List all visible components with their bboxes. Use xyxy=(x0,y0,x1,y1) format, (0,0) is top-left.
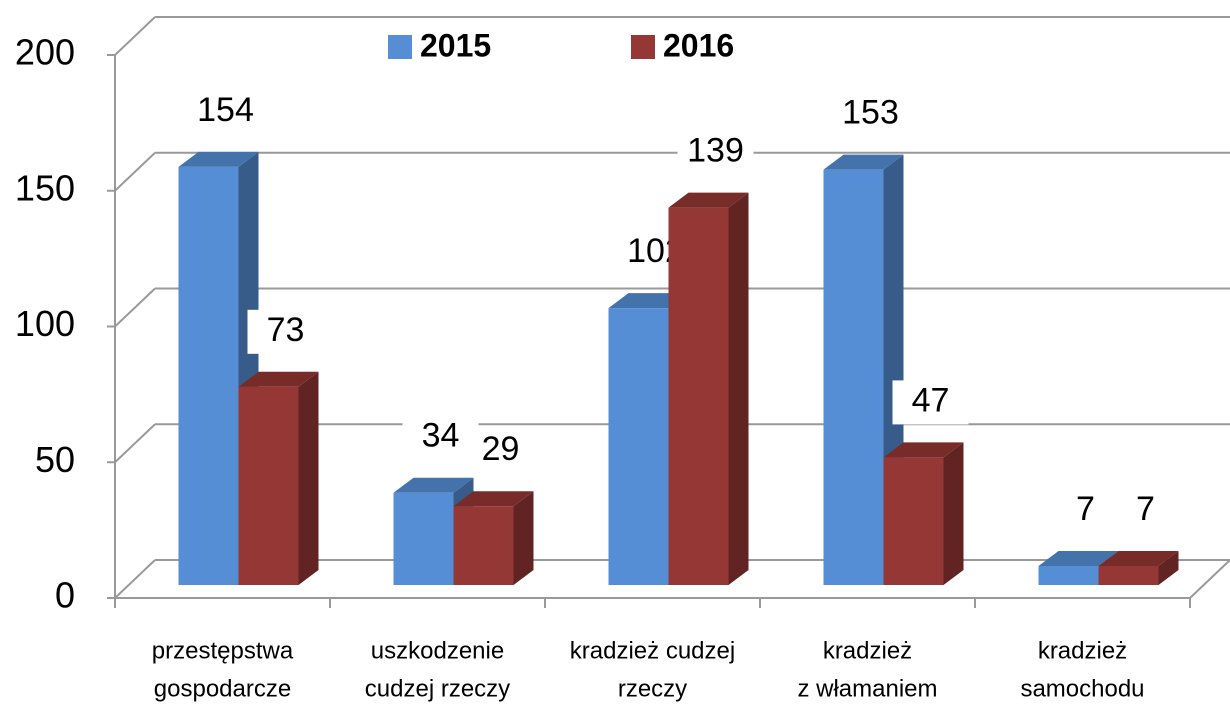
bar xyxy=(883,442,964,585)
x-tick-label: rzeczy xyxy=(618,675,687,702)
bar xyxy=(453,491,534,585)
bar-front xyxy=(1098,565,1159,585)
legend-label: 2016 xyxy=(663,27,734,63)
bar-side xyxy=(943,442,964,585)
bar-top xyxy=(1098,550,1179,566)
grid-line xyxy=(114,16,156,56)
data-label: 34 xyxy=(422,417,460,455)
bar-side xyxy=(1158,550,1179,585)
x-tick-label: z włamaniem xyxy=(797,675,937,702)
data-label: 154 xyxy=(197,91,254,129)
bar-front xyxy=(608,308,669,585)
bar-front xyxy=(1038,565,1099,585)
y-tick-label: 150 xyxy=(15,167,75,208)
label-bg xyxy=(462,429,539,474)
bar-top xyxy=(1038,550,1119,566)
x-tick-label: kradzież xyxy=(1038,637,1127,664)
bar-front xyxy=(178,166,239,585)
label-bg xyxy=(832,92,909,137)
y-tick-label: 50 xyxy=(35,439,75,480)
x-tick-label: kradzież xyxy=(823,637,912,664)
grid-line xyxy=(114,152,156,192)
label-bg xyxy=(892,380,969,425)
bar-front xyxy=(883,457,944,585)
grid-line xyxy=(114,423,156,463)
grid-line xyxy=(114,287,156,328)
bar-side xyxy=(513,491,534,585)
data-label: 7 xyxy=(1136,490,1155,528)
data-label: 47 xyxy=(912,381,950,419)
label-bg xyxy=(677,130,754,175)
legend-label: 2015 xyxy=(420,27,491,63)
axis-line xyxy=(1189,559,1230,599)
legend-swatch xyxy=(631,35,655,59)
bar-top xyxy=(393,477,474,493)
data-label: 153 xyxy=(842,94,899,132)
bar xyxy=(238,371,319,585)
y-tick-label: 0 xyxy=(55,575,75,616)
bar-top xyxy=(178,151,259,167)
data-label: 73 xyxy=(267,311,305,349)
label-bg xyxy=(1107,488,1184,533)
bar-top xyxy=(883,442,964,458)
bar-front xyxy=(238,386,299,585)
bar-front xyxy=(453,506,514,585)
data-label: 29 xyxy=(482,430,520,468)
bar-top xyxy=(238,371,319,387)
grid-line xyxy=(114,559,156,599)
bar-front xyxy=(393,492,454,585)
x-tick-label: samochodu xyxy=(1020,675,1144,702)
x-tick-label: uszkodzenie xyxy=(371,637,504,664)
x-tick-label: kradzież cudzej xyxy=(570,637,735,664)
bar xyxy=(1098,550,1179,585)
x-tick-label: gospodarcze xyxy=(154,675,291,702)
label-bg xyxy=(187,89,264,134)
bar-side xyxy=(298,371,319,585)
bar-side xyxy=(728,192,749,586)
bar-top xyxy=(823,154,904,170)
data-label: 7 xyxy=(1076,490,1095,528)
bar xyxy=(668,192,749,586)
bar-top xyxy=(453,491,534,507)
bar-top xyxy=(668,192,749,208)
x-tick-label: cudzej rzeczy xyxy=(365,675,510,702)
y-tick-label: 100 xyxy=(15,303,75,344)
y-tick-label: 200 xyxy=(15,32,75,73)
x-tick-label: przestępstwa xyxy=(152,637,294,664)
bar-front xyxy=(668,207,729,586)
data-label: 139 xyxy=(687,132,744,170)
bar-front xyxy=(823,169,884,586)
legend-swatch xyxy=(388,35,412,59)
label-bg xyxy=(247,309,324,354)
